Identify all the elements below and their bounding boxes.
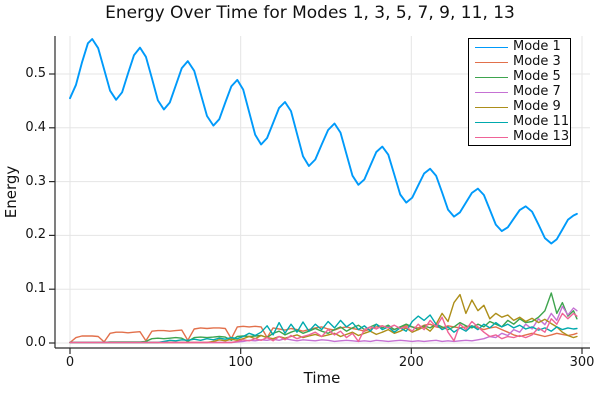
x-tick-label-100: 100 — [228, 355, 254, 370]
legend-item-mode-5: Mode 5 — [469, 70, 570, 84]
y-tick-label-0.5: 0.5 — [25, 66, 46, 81]
series-line-mode-1 — [69, 38, 578, 245]
legend-item-mode-1: Mode 1 — [469, 40, 570, 54]
y-tick-label-0.4: 0.4 — [25, 119, 46, 135]
legend-item-mode-11: Mode 11 — [469, 115, 570, 129]
x-axis-label: Time — [303, 369, 341, 387]
legend-item-mode-9: Mode 9 — [469, 100, 570, 114]
series-line-mode-13 — [69, 312, 578, 344]
axes-spines — [49, 36, 590, 354]
legend-item-mode-3: Mode 3 — [469, 55, 570, 69]
legend-line-swatch — [475, 76, 508, 78]
legend-label: Mode 5 — [513, 69, 561, 84]
legend-item-mode-13: Mode 13 — [469, 130, 570, 144]
chart-title: Energy Over Time for Modes 1, 3, 5, 7, 9… — [105, 3, 515, 23]
legend-line-swatch — [475, 61, 508, 63]
legend-label: Mode 7 — [513, 84, 561, 99]
legend-line-swatch — [475, 136, 508, 138]
legend-item-mode-7: Mode 7 — [469, 85, 570, 99]
legend-label: Mode 9 — [513, 99, 561, 114]
legend-label: Mode 3 — [513, 54, 561, 69]
legend-label: Mode 13 — [513, 129, 570, 144]
legend-label: Mode 11 — [513, 114, 570, 129]
y-tick-label-0.3: 0.3 — [25, 173, 46, 189]
legend-line-swatch — [475, 46, 508, 48]
series-line-mode-7 — [69, 305, 578, 344]
legend-line-swatch — [475, 106, 508, 108]
x-tick-label-300: 300 — [569, 355, 595, 370]
y-tick-label-0.2: 0.2 — [25, 227, 46, 243]
series-lines — [69, 38, 578, 344]
series-line-mode-3 — [69, 323, 578, 344]
x-tick-label-0: 0 — [65, 355, 75, 370]
y-tick-label-0.1: 0.1 — [25, 281, 46, 297]
legend: Mode 1 Mode 3 Mode 5 Mode 7 Mode 9 Mode 11 Mod… — [468, 38, 571, 146]
legend-label: Mode 1 — [513, 39, 561, 54]
legend-line-swatch — [475, 91, 508, 93]
x-tick-label-200: 200 — [398, 355, 424, 370]
y-tick-label-0.0: 0.0 — [25, 335, 46, 350]
grid-lines — [55, 36, 590, 348]
legend-line-swatch — [475, 121, 508, 123]
